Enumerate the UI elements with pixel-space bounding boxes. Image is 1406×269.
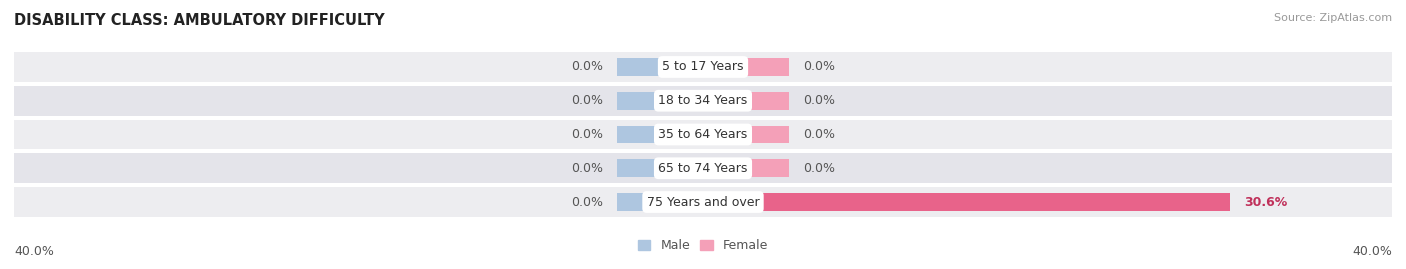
Bar xyxy=(14,187,1392,217)
Text: 0.0%: 0.0% xyxy=(571,61,603,73)
Text: 0.0%: 0.0% xyxy=(803,94,835,107)
Bar xyxy=(617,58,703,76)
Text: 0.0%: 0.0% xyxy=(803,162,835,175)
Bar xyxy=(703,126,789,143)
Bar xyxy=(703,92,789,109)
Text: 65 to 74 Years: 65 to 74 Years xyxy=(658,162,748,175)
Text: 40.0%: 40.0% xyxy=(1353,245,1392,258)
Text: 0.0%: 0.0% xyxy=(803,128,835,141)
Bar xyxy=(617,126,703,143)
Text: DISABILITY CLASS: AMBULATORY DIFFICULTY: DISABILITY CLASS: AMBULATORY DIFFICULTY xyxy=(14,13,385,29)
Text: 5 to 17 Years: 5 to 17 Years xyxy=(662,61,744,73)
Bar xyxy=(617,92,703,109)
Bar xyxy=(14,120,1392,149)
Bar xyxy=(703,58,789,76)
Bar xyxy=(14,52,1392,82)
Text: 35 to 64 Years: 35 to 64 Years xyxy=(658,128,748,141)
Text: 40.0%: 40.0% xyxy=(14,245,53,258)
Text: 0.0%: 0.0% xyxy=(803,61,835,73)
Bar xyxy=(617,160,703,177)
Bar xyxy=(14,153,1392,183)
Bar xyxy=(703,160,789,177)
Text: 30.6%: 30.6% xyxy=(1244,196,1286,208)
Text: 75 Years and over: 75 Years and over xyxy=(647,196,759,208)
Text: 18 to 34 Years: 18 to 34 Years xyxy=(658,94,748,107)
Text: 0.0%: 0.0% xyxy=(571,94,603,107)
Bar xyxy=(617,193,703,211)
Legend: Male, Female: Male, Female xyxy=(638,239,768,252)
Bar xyxy=(14,86,1392,116)
Text: 0.0%: 0.0% xyxy=(571,162,603,175)
Text: 0.0%: 0.0% xyxy=(571,128,603,141)
Text: Source: ZipAtlas.com: Source: ZipAtlas.com xyxy=(1274,13,1392,23)
Bar xyxy=(703,193,1230,211)
Text: 0.0%: 0.0% xyxy=(571,196,603,208)
